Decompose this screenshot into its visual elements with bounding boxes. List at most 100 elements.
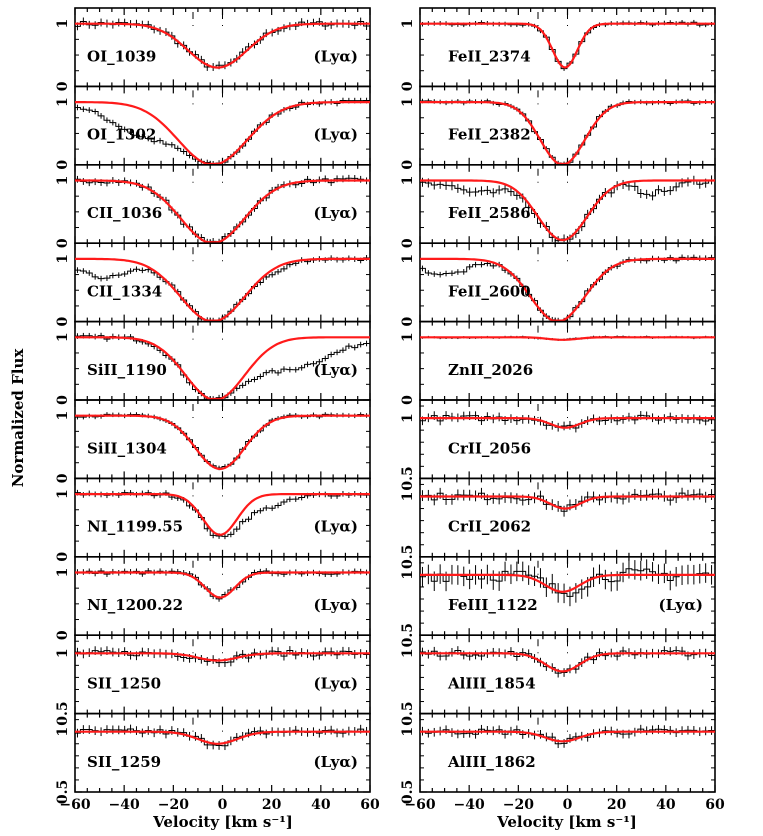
y-tick-label: 1 [55,648,71,658]
y-tick-label: 0 [55,316,71,326]
model-profile [75,101,370,165]
y-tick-label: 0.5 [55,780,71,804]
y-tick-label: 1 [400,97,416,107]
y-tick-label: 0.5 [55,701,71,725]
y-tick-label: 1 [55,411,71,421]
spectrum-panel: 0.5 1 CrII_2062 [400,477,716,569]
blend-tag: (Lyα) [314,126,358,144]
transition-label: AlIII_1862 [447,753,536,771]
x-tick-label: 0 [563,797,573,813]
transition-label: CII_1334 [87,283,162,301]
x-axis-label-right: Velocity [km s⁻¹] [496,813,637,831]
transition-label: FeIII_1122 [448,596,538,614]
blend-tag: (Lyα) [314,204,358,222]
transition-label: NI_1199.55 [87,518,183,536]
model-profile [75,179,370,244]
spectrum-panel: 0 1 CII_1334 [55,242,371,326]
y-tick-label: 0 [400,160,416,170]
blend-tag: (Lyα) [314,753,358,771]
transition-label: OI_1302 [87,126,156,144]
y-tick-label: 1 [400,413,416,423]
y-tick-label: 1 [400,19,416,29]
blend-tag: (Lyα) [314,596,358,614]
transition-label: NI_1200.22 [87,596,183,614]
y-tick-label: 1 [55,727,71,737]
y-tick-label: 1 [55,254,71,264]
y-tick-label: 0 [55,395,71,405]
model-profile [420,336,715,341]
spectrum-panel: 0.5 1 AlIII_1862 −60 −40 −20 0 20 40 60 [400,712,725,813]
y-tick-label: 0 [400,81,416,91]
x-tick-label: −20 [503,797,534,813]
y-tick-label: 0 [400,395,416,405]
model-profile [420,257,715,322]
spectrum-panel: 0 1 OI_1039 (Lyα) [55,7,371,91]
y-tick-label: 0 [400,316,416,326]
spectrum-panel: 0.5 1 CrII_2056 [400,399,716,491]
x-axis-label-left: Velocity [km s⁻¹] [152,813,293,831]
model-profile [420,179,715,242]
model-profile [75,652,370,662]
y-tick-label: 0.5 [400,545,416,569]
spectrum-panel: 0.5 1 FeIII_1122 (Lyα) [400,555,716,647]
transition-label: CrII_2056 [448,439,531,457]
x-tick-label: −60 [404,797,435,813]
y-tick-label: 1 [400,570,416,580]
model-profile [420,730,715,743]
spectrum-panel: 0 1 OI_1302 (Lyα) [55,85,371,170]
x-tick-label: 20 [607,797,627,813]
spectrum-panel: 0.5 1 AlIII_1854 [400,634,716,726]
spectrum-panel: 0.5 1 SII_1250 (Lyα) [55,634,371,726]
y-tick-label: 1 [400,648,416,658]
y-tick-label: 0 [55,552,71,562]
transition-label: SiII_1190 [87,361,167,379]
spectrum-panel: 0 1 ZnII_2026 [400,320,716,405]
model-profile [420,573,715,593]
x-tick-label: −60 [59,797,90,813]
model-profile [420,495,715,510]
x-tick-label: 0 [218,797,228,813]
transition-label: CII_1036 [87,204,162,222]
model-profile [75,257,370,322]
y-tick-label: 1 [400,176,416,186]
y-tick-label: 1 [400,332,416,342]
model-profile [75,22,370,69]
transition-label: FeII_2600 [448,283,531,301]
x-tick-label: 60 [705,797,725,813]
transition-label: FeII_2374 [448,47,531,65]
transition-label: FeII_2586 [448,204,531,222]
spectrum-panel: 0 1 NI_1200.22 (Lyα) [55,555,371,640]
model-profile [420,417,715,429]
spectrum-panel: 0 1 FeII_2600 [400,242,716,326]
spectrum-panel: 0 1 FeII_2382 [400,85,716,170]
observed-spectrum [74,20,370,68]
blend-tag: (Lyα) [314,675,358,693]
transition-label: SII_1259 [87,753,161,771]
y-tick-label: 0 [55,473,71,483]
blend-tag: (Lyα) [314,518,358,536]
spectrum-panel: 0 1 SiII_1304 [55,399,371,483]
x-tick-label: −40 [454,797,485,813]
y-tick-label: 1 [55,332,71,342]
x-tick-label: −20 [158,797,189,813]
model-profile [75,730,370,745]
spectrum-panel: 0 1 FeII_2586 [400,164,716,248]
x-tick-label: 60 [360,797,380,813]
y-tick-label: 1 [55,568,71,578]
y-tick-label: 0 [55,160,71,170]
y-tick-label: 0 [400,238,416,248]
transition-label: CrII_2062 [448,518,531,536]
y-tick-label: 0.5 [400,780,416,804]
observed-spectrum [419,568,715,597]
spectrum-panel: 0 1 FeII_2374 [400,7,716,91]
transition-label: SiII_1304 [87,439,167,457]
y-tick-label: 0 [55,630,71,640]
model-profile [420,22,715,69]
y-tick-label: 0.5 [400,466,416,490]
spectrum-panel: 0.5 1 SII_1259 (Lyα) −60 −40 −20 0 20 40 60 [55,712,380,813]
y-tick-label: 0 [55,81,71,91]
y-tick-label: 1 [400,727,416,737]
x-tick-label: −40 [109,797,140,813]
spectrum-panel: 0 1 NI_1199.55 (Lyα) [55,477,371,562]
